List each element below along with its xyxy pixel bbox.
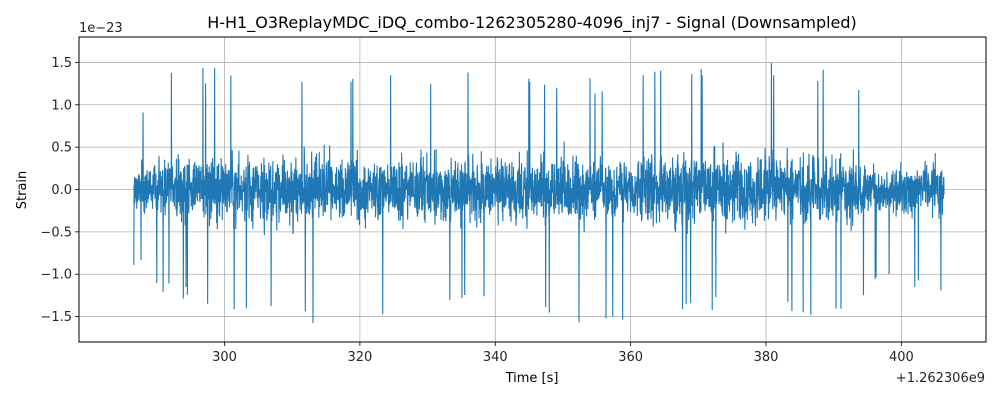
y-tick-label: 0.0	[51, 183, 72, 198]
x-axis-label: Time [s]	[505, 371, 559, 386]
x-tick-label: 400	[889, 350, 914, 365]
y-tick-label: 1.5	[51, 56, 72, 71]
signal-line	[133, 63, 945, 323]
x-tick-label: 380	[754, 350, 779, 365]
chart-title: H-H1_O3ReplayMDC_iDQ_combo-1262305280-40…	[207, 13, 857, 33]
y-tick-label: −1.5	[40, 310, 72, 325]
y-tick-label: −1.0	[40, 268, 72, 283]
x-tick-label: 320	[347, 350, 372, 365]
y-axis: −1.5 −1.0 −0.5 0.0 0.5 1.0 1.5	[40, 56, 79, 325]
x-axis-offset-label: +1.262306e9	[896, 371, 985, 386]
x-tick-label: 360	[618, 350, 643, 365]
y-axis-scale-label: 1e−23	[79, 21, 123, 36]
x-tick-label: 300	[212, 350, 237, 365]
y-axis-label: Strain	[15, 171, 30, 210]
series-strain	[133, 63, 945, 323]
y-tick-label: 0.5	[51, 141, 72, 156]
x-axis: 300 320 340 360 380 400	[212, 342, 914, 365]
y-tick-label: 1.0	[51, 98, 72, 113]
y-tick-label: −0.5	[40, 225, 72, 240]
x-tick-label: 340	[483, 350, 508, 365]
